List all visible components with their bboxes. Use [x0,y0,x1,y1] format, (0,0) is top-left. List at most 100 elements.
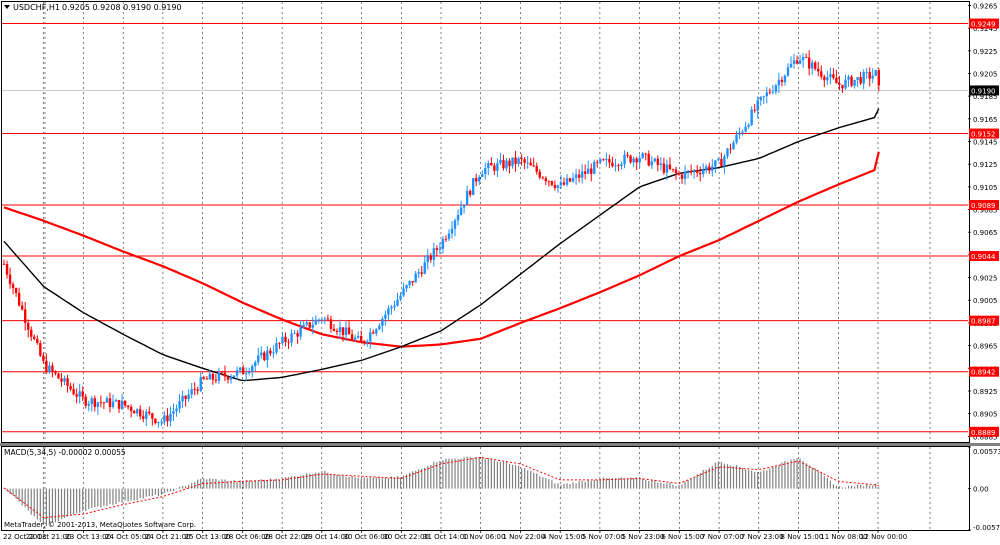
bear-candle-body [720,158,723,167]
bull-candle-body [87,403,90,406]
bull-candle-body [145,411,148,419]
bull-candle-body [738,132,741,135]
bull-candle-body [281,336,284,344]
bear-candle-body [699,172,702,175]
bull-candle-body [620,164,623,167]
bear-candle-body [30,329,33,337]
macd-signal-line [3,456,879,518]
bear-candle-body [8,274,12,285]
bear-candle-body [5,264,9,275]
time-tick-label: 22 Oct 21:00 [26,533,72,541]
bear-candle-body [411,280,414,283]
main-pane-frame [1,1,970,443]
bull-candle-body [865,72,868,73]
bear-candle-body [520,158,523,160]
price-tick-label: 0.9105 [973,184,998,192]
bear-candle-body [142,416,145,419]
bull-candle-body [580,171,584,178]
bull-candle-body [499,160,502,164]
bull-candle-body [771,91,775,93]
bull-candle-body [777,79,781,86]
bull-candle-body [432,248,436,260]
bull-candle-body [717,158,720,161]
bull-candle-body [811,62,814,69]
time-tick-label: 22 Oct 2013 [3,533,46,541]
bear-candle-body [42,355,45,361]
price-tick-label: 0.9125 [973,161,998,169]
bear-candle-body [372,332,375,334]
price-tick-label: 0.9205 [973,70,998,78]
bear-candle-body [93,398,97,407]
bull-candle-body [735,134,738,143]
bear-candle-body [538,171,541,178]
bear-candle-body [11,284,15,289]
bull-candle-body [369,332,372,342]
bear-candle-body [602,159,605,161]
bear-candle-body [435,248,439,250]
price-tick-label: 0.9005 [973,297,998,305]
bear-candle-body [45,360,48,372]
bear-candle-body [835,77,838,84]
bull-candle-body [447,233,451,240]
bull-candle-body [417,272,420,274]
bull-candle-body [423,262,426,274]
bull-candle-body [90,398,93,404]
price-tick-label: 0.9245 [973,25,998,33]
bear-candle-body [490,163,493,166]
bull-candle-body [638,157,641,163]
bear-candle-body [674,169,678,173]
bear-candle-body [420,272,423,274]
bear-candle-body [468,190,472,195]
bear-candle-body [148,411,151,414]
price-level-tag [969,366,999,377]
price-tick-label: 0.9145 [973,138,998,146]
bull-candle-body [632,158,635,163]
bear-candle-body [508,160,511,167]
price-level-label: 0.8889 [971,429,996,437]
price-level-tag [969,18,999,29]
price-level-label: 0.8987 [971,318,996,326]
current-price-label: 0.9190 [971,87,996,95]
bear-candle-body [223,372,227,377]
bull-candle-body [120,400,124,409]
price-level-label: 0.9152 [971,131,996,139]
bull-candle-body [175,408,178,412]
bear-candle-body [550,181,554,186]
current-price-tag [969,85,999,96]
bull-candle-body [299,327,302,337]
bear-candle-body [39,343,42,356]
bull-candle-body [353,337,357,340]
bull-candle-body [798,60,802,64]
bull-candle-body [135,409,139,414]
chart-menu-arrow-icon[interactable] [4,5,10,9]
bull-candle-body [172,411,175,414]
bear-candle-body [671,168,675,170]
time-tick-label: 12 Nov 00:00 [860,533,907,541]
bear-candle-body [814,62,817,69]
bull-candle-body [511,157,514,167]
bull-candle-body [487,163,490,169]
bull-candle-body [456,214,460,221]
pane-separator[interactable] [0,443,1000,446]
bull-candle-body [399,295,402,300]
bear-candle-body [535,166,538,172]
bear-candle-body [20,305,24,310]
bear-candle-body [263,352,266,361]
bull-candle-body [402,288,405,296]
bull-candle-body [459,207,463,215]
bull-candle-body [623,154,626,165]
bear-candle-body [17,292,21,306]
bull-candle-body [381,318,384,326]
macd-tick-label: 0.00573 [973,448,1000,456]
time-tick-label: 6 Nov 15:00 [661,533,704,541]
bear-candle-body [36,338,39,344]
bear-candle-body [196,389,199,391]
bear-candle-body [807,57,811,69]
bull-candle-body [641,153,644,158]
bull-candle-body [556,185,560,188]
bull-candle-body [338,327,342,332]
bear-candle-body [596,161,599,163]
